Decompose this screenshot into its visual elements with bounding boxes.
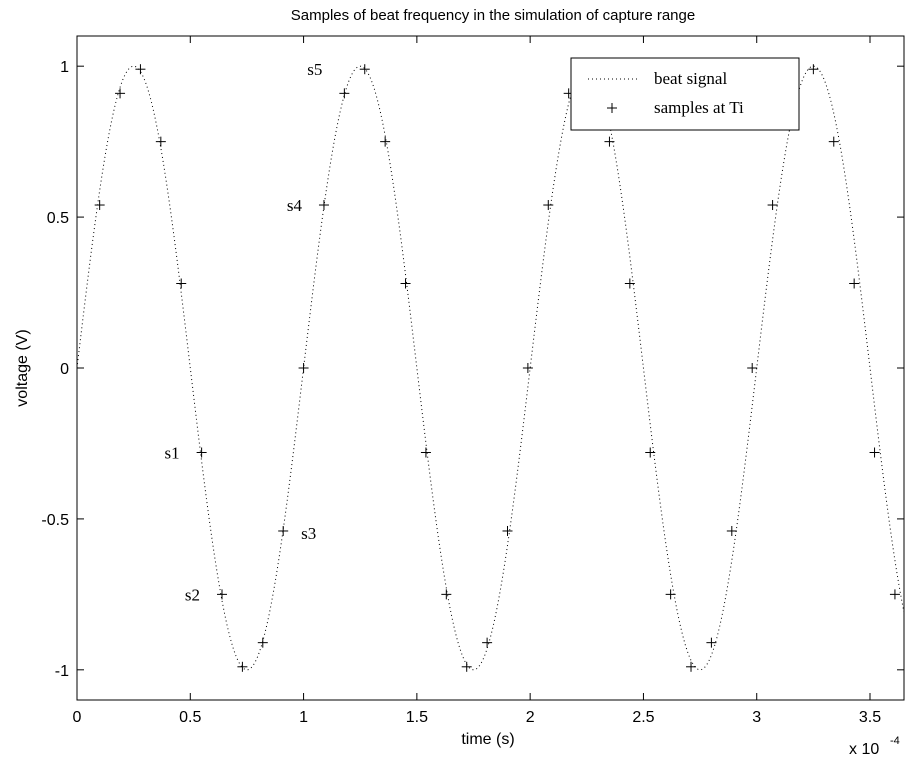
annotation-s5: s5	[307, 60, 322, 79]
axis-ticks: 0 0.5 1 1.5 2 2.5 3 3.5 -1 -0.5 0 0.5 1	[41, 36, 904, 726]
sample-marker	[135, 64, 146, 75]
x-tick-label: 1	[299, 709, 308, 726]
sample-marker	[359, 64, 370, 75]
x-axis-multiplier: x 10	[849, 741, 879, 758]
sample-marker	[94, 200, 105, 211]
sample-marker	[706, 637, 717, 648]
sample-marker	[196, 447, 207, 458]
x-tick-label: 2	[526, 709, 535, 726]
annotation-s2: s2	[185, 585, 200, 604]
sample-marker	[155, 136, 166, 147]
sample-marker	[217, 589, 228, 600]
sample-markers	[94, 64, 900, 672]
sample-marker	[400, 278, 411, 289]
sample-marker	[849, 278, 860, 289]
sample-marker	[420, 447, 431, 458]
y-tick-label: 0	[60, 361, 69, 378]
y-tick-label: 0.5	[47, 210, 69, 227]
sample-marker	[298, 363, 309, 373]
x-tick-label: 2.5	[632, 709, 654, 726]
legend-samples-label: samples at Ti	[654, 98, 744, 117]
annotation-s3: s3	[301, 524, 316, 543]
sample-marker	[624, 278, 635, 289]
sample-marker	[522, 363, 533, 373]
x-axis-multiplier-exponent: -4	[890, 735, 900, 747]
sample-marker	[237, 661, 248, 672]
sample-marker	[482, 637, 493, 648]
legend: beat signal samples at Ti	[570, 57, 800, 131]
sample-marker	[380, 136, 391, 147]
y-tick-label: -1	[55, 663, 69, 680]
sample-marker	[889, 589, 900, 600]
sample-marker	[665, 589, 676, 600]
sample-marker	[441, 589, 452, 600]
sample-marker	[461, 661, 472, 672]
legend-beat-signal-label: beat signal	[654, 69, 727, 88]
beat-signal-path	[76, 65, 905, 671]
plot-area	[76, 35, 905, 701]
sample-marker	[339, 88, 350, 99]
legend-box	[570, 57, 800, 131]
beat-signal-line	[76, 65, 905, 671]
sample-marker	[726, 525, 737, 536]
x-tick-label: 3.5	[859, 709, 881, 726]
sample-marker	[604, 136, 615, 147]
sample-marker	[828, 136, 839, 147]
annotation-s4: s4	[287, 196, 303, 215]
sample-annotations: s1 s2 s3 s4 s5	[164, 60, 322, 604]
x-axis-label: time (s)	[461, 731, 514, 748]
sample-marker	[543, 200, 554, 211]
sample-marker	[176, 278, 187, 289]
sample-marker	[645, 447, 656, 458]
chart-title: Samples of beat frequency in the simulat…	[291, 7, 695, 24]
sample-marker	[278, 525, 289, 536]
sample-marker	[318, 200, 329, 211]
sample-marker	[115, 88, 126, 99]
x-tick-label: 1.5	[406, 709, 428, 726]
y-tick-label: -0.5	[41, 512, 69, 529]
annotation-s1: s1	[164, 444, 179, 463]
x-tick-label: 0.5	[179, 709, 201, 726]
sample-marker	[869, 447, 880, 458]
sample-marker	[686, 661, 697, 672]
sample-marker	[747, 363, 758, 373]
x-tick-label: 3	[752, 709, 761, 726]
y-axis-label: voltage (V)	[14, 329, 31, 406]
x-tick-label: 0	[73, 709, 82, 726]
y-tick-label: 1	[60, 59, 69, 76]
sample-marker	[257, 637, 268, 648]
legend-samples-swatch	[607, 103, 617, 113]
sample-marker	[767, 200, 778, 211]
sample-marker	[808, 64, 819, 75]
sample-marker	[502, 525, 513, 536]
